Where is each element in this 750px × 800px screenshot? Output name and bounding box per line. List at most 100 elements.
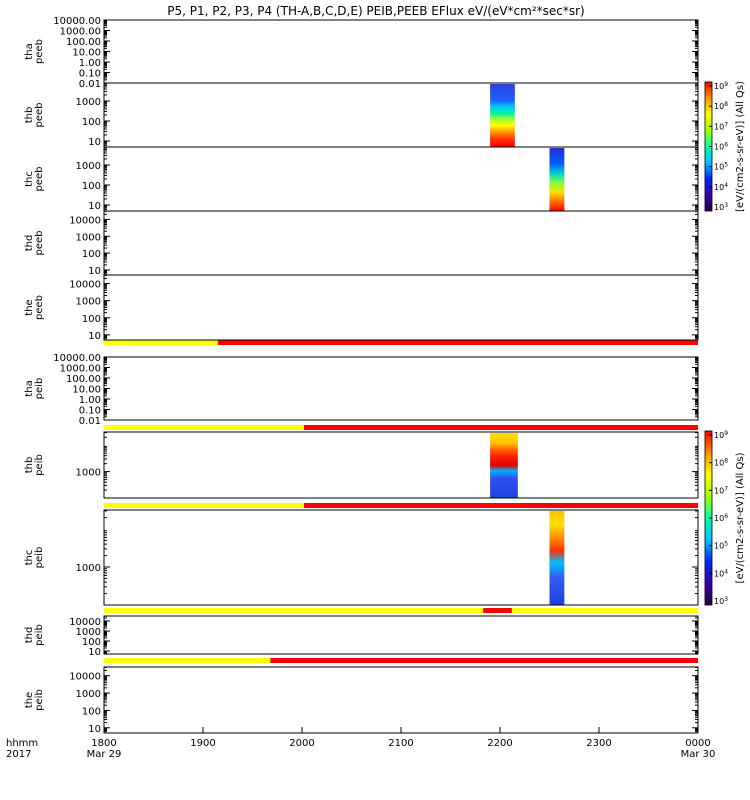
- time-axis-row1-label: hhmm: [6, 738, 38, 749]
- panel-label: thc peeb: [24, 167, 45, 192]
- mode-bar-segment: [217, 340, 698, 345]
- panel-label-probe: the: [24, 692, 35, 708]
- y-tick-label: 1000: [76, 297, 101, 308]
- x-tick-label: 2100: [388, 738, 413, 749]
- panel-frame: [103, 666, 699, 734]
- mode-bar-segment: [303, 503, 698, 508]
- mode-bar-segment: [104, 340, 218, 345]
- y-tick-label: 10: [88, 137, 101, 148]
- panel-frame: [103, 274, 699, 341]
- panel-label: thd peeb: [24, 231, 45, 256]
- panel-label-product: peib: [34, 689, 45, 711]
- x-tick-label: 1900: [190, 738, 215, 749]
- colorbar-tick-label: 103: [714, 202, 728, 212]
- y-tick-label: 100: [82, 249, 101, 260]
- spectrogram-block: [549, 148, 565, 211]
- colorbar-tick-label: 108: [714, 101, 728, 111]
- colorbar-tick-exponent: 7: [724, 121, 728, 128]
- panel-label: tha peeb: [24, 39, 45, 64]
- panel-label-probe: the: [24, 299, 35, 315]
- y-tick-label: 0.10: [79, 69, 101, 80]
- panel-frame: [103, 19, 699, 84]
- panel-label: the peeb: [24, 295, 45, 320]
- colorbar-tick-label: 105: [714, 162, 728, 172]
- colorbar-tick-exponent: 4: [724, 182, 728, 189]
- colorbar-tick-label: 107: [714, 485, 728, 495]
- panel-label-probe: thb: [24, 107, 35, 124]
- panel-label-product: peeb: [34, 103, 45, 128]
- colorbar-tick-label: 107: [714, 121, 728, 131]
- y-tick-label: 100: [82, 117, 101, 128]
- x-tick-label: 2200: [487, 738, 512, 749]
- y-tick-label: 10: [88, 647, 101, 658]
- panel-label-probe: thc: [24, 550, 35, 566]
- y-tick-label: 10.00: [72, 385, 101, 396]
- panel-frame: [103, 431, 699, 499]
- y-tick-label: 1000: [76, 689, 101, 700]
- colorbar-tick-exponent: 5: [724, 162, 728, 169]
- panel-label-product: peib: [34, 454, 45, 476]
- y-tick-label: 10: [88, 266, 101, 277]
- panel-frame: [103, 509, 699, 606]
- panel-frame: [103, 82, 699, 148]
- colorbar-tick-exponent: 7: [724, 485, 728, 492]
- x-tick-label: 2000: [289, 738, 314, 749]
- panel-label-probe: thc: [24, 171, 35, 187]
- y-tick-label: 10000: [69, 280, 101, 291]
- y-tick-label: 100: [82, 181, 101, 192]
- y-tick-label: 10000.00: [53, 16, 101, 27]
- x-tick-label: 0000: [685, 738, 710, 749]
- colorbar-tick-exponent: 3: [724, 202, 728, 209]
- colorbar-tick-label: 109: [714, 430, 728, 440]
- colorbar-tick-label: 106: [714, 513, 728, 523]
- time-axis-row2-label: 2017: [6, 749, 31, 760]
- x-date-label: Mar 29: [87, 749, 122, 760]
- colorbar-tick-label: 105: [714, 541, 728, 551]
- colorbar-tick-label: 103: [714, 596, 728, 606]
- panel-label: thc peib: [24, 547, 45, 569]
- panel-frame: [103, 615, 699, 655]
- colorbar-tick-exponent: 6: [724, 142, 728, 149]
- panel-frame: [103, 146, 699, 212]
- colorbar-title: [eV/(cm2-s-sr-eV)] (All Qs): [735, 452, 746, 583]
- y-tick-label: 1.00: [79, 58, 101, 69]
- colorbar-tick-exponent: 8: [724, 458, 728, 465]
- colorbar-tick-label: 108: [714, 458, 728, 468]
- mode-bar-segment: [104, 503, 304, 508]
- panel-label-probe: thd: [24, 627, 35, 644]
- y-tick-label: 100.00: [66, 374, 101, 385]
- mode-bar-segment: [104, 608, 484, 613]
- panel-label: thd peib: [24, 624, 45, 646]
- mode-bar-segment: [104, 658, 271, 663]
- panel-label-product: peeb: [34, 295, 45, 320]
- panel-label-product: peeb: [34, 39, 45, 64]
- y-tick-label: 10000.00: [53, 353, 101, 364]
- panel-label-product: peib: [34, 624, 45, 646]
- y-tick-label: 100: [82, 637, 101, 648]
- panel-label: tha peib: [24, 378, 45, 400]
- y-tick-label: 0.01: [79, 416, 101, 427]
- y-tick-label: 1000: [76, 468, 101, 479]
- colorbar-tick-label: 106: [714, 142, 728, 152]
- colorbar-tick-exponent: 4: [724, 568, 728, 575]
- panel-label-probe: thd: [24, 235, 35, 252]
- spectrogram-block: [490, 84, 515, 147]
- mode-bar-segment: [303, 425, 698, 430]
- y-tick-label: 100: [82, 706, 101, 717]
- panel-label-probe: thb: [24, 457, 35, 474]
- y-tick-label: 1000: [76, 563, 101, 574]
- panel-label: thb peeb: [24, 103, 45, 128]
- y-tick-label: 0.10: [79, 406, 101, 417]
- colorbar-tick-exponent: 6: [724, 513, 728, 520]
- colorbar-tick-exponent: 5: [724, 541, 728, 548]
- y-tick-label: 0.01: [79, 79, 101, 90]
- y-tick-label: 1000: [76, 232, 101, 243]
- y-tick-label: 10000: [69, 215, 101, 226]
- y-tick-label: 1000: [76, 97, 101, 108]
- y-tick-label: 1.00: [79, 395, 101, 406]
- x-date-label: Mar 30: [681, 749, 716, 760]
- y-tick-label: 10: [88, 724, 101, 735]
- y-tick-label: 10: [88, 331, 101, 342]
- mode-bar-segment: [104, 425, 304, 430]
